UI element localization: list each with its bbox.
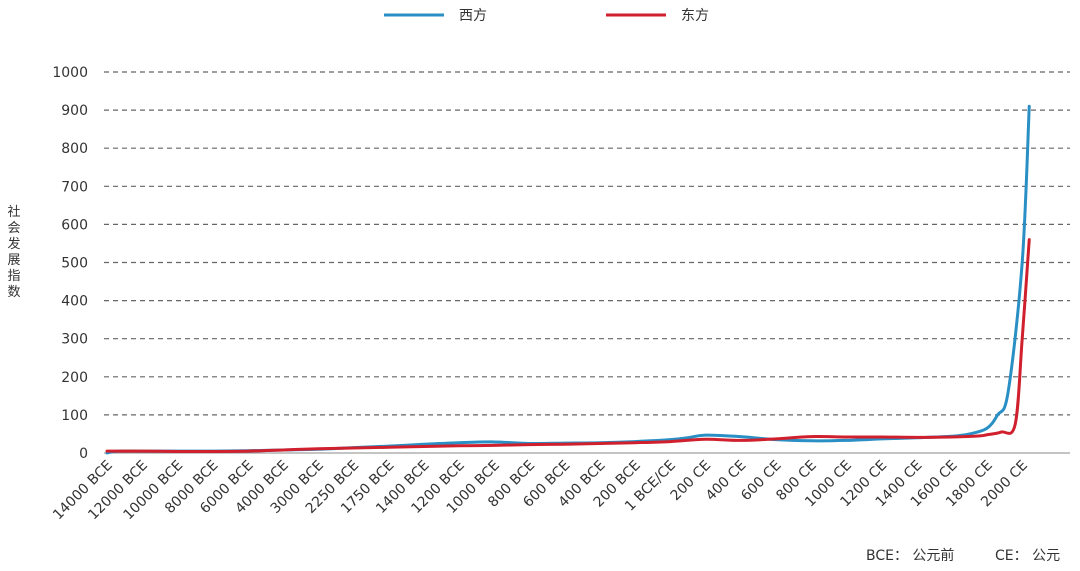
gridlines <box>104 71 1070 416</box>
y-tick-label: 600 <box>61 217 88 233</box>
series-line-0 <box>105 104 1031 455</box>
legend-label-0: 西方 <box>459 8 487 24</box>
y-tick-label: 0 <box>79 446 88 462</box>
y-tick-label: 200 <box>61 370 88 386</box>
series-line-1 <box>105 238 1031 454</box>
legend-label-1: 东方 <box>681 8 709 24</box>
y-tick-label: 800 <box>61 141 88 157</box>
legend: 西方 东方 <box>384 8 709 24</box>
y-tick-label: 300 <box>61 332 88 348</box>
y-tick-label: 400 <box>61 294 88 310</box>
y-axis-label: 社会发展指数 <box>7 205 21 300</box>
y-axis-ticks: 0 100 200 300 400 500 600 700 800 900 1000 <box>52 65 88 462</box>
y-tick-label: 1000 <box>52 65 88 81</box>
bce-note: BCE： 公元前 <box>866 548 955 564</box>
y-tick-label: 100 <box>61 408 88 424</box>
y-tick-label: 700 <box>61 179 88 195</box>
y-tick-label: 500 <box>61 256 88 272</box>
y-tick-label: 900 <box>61 103 88 119</box>
ce-note: CE： 公元 <box>995 548 1061 564</box>
series-lines <box>105 104 1031 455</box>
